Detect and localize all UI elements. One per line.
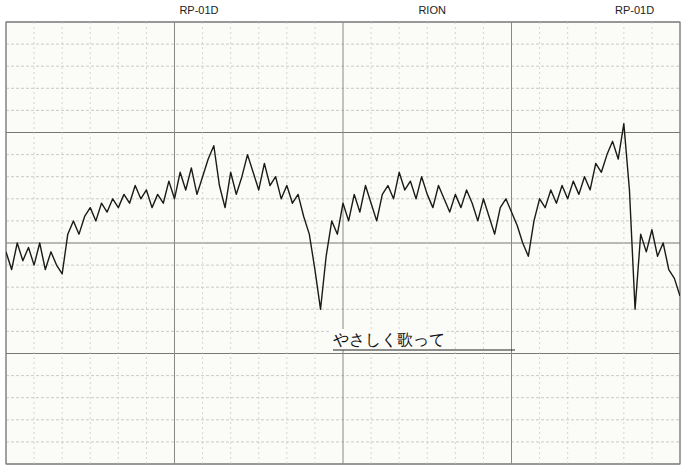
x-grid-line (314, 22, 315, 464)
x-grid-line (343, 22, 344, 464)
x-grid-line (258, 22, 259, 464)
x-grid-line (118, 22, 119, 464)
x-grid-line (651, 22, 652, 464)
grid (6, 22, 680, 464)
x-grid-line (202, 22, 203, 464)
annotation: やさしく歌って (333, 330, 445, 349)
x-grid-line (399, 22, 400, 464)
header-label: RP-01D (179, 4, 218, 16)
x-grid-line (174, 22, 175, 464)
header-label: RP-01D (615, 4, 654, 16)
x-grid-line (567, 22, 568, 464)
annotation-background (331, 329, 447, 350)
x-grid-line (371, 22, 372, 464)
x-grid-line (595, 22, 596, 464)
header-label: RION (418, 4, 446, 16)
x-grid-line (511, 22, 512, 464)
plot-frame (6, 22, 680, 464)
x-grid-line (146, 22, 147, 464)
x-grid-line (680, 22, 681, 464)
chart: RP-01D RION RP-01D やさしく歌って (0, 0, 686, 470)
x-grid-line (6, 22, 7, 464)
data-group (6, 124, 680, 310)
x-grid-line (230, 22, 231, 464)
x-grid-line (539, 22, 540, 464)
level-trace (6, 124, 680, 310)
x-grid-line (483, 22, 484, 464)
x-grid-line (62, 22, 63, 464)
x-grid-line (90, 22, 91, 464)
x-grid-line (623, 22, 624, 464)
x-grid-line (455, 22, 456, 464)
x-grid-line (427, 22, 428, 464)
x-grid-line (286, 22, 287, 464)
x-grid-line (34, 22, 35, 464)
annotation-underline (333, 350, 515, 351)
